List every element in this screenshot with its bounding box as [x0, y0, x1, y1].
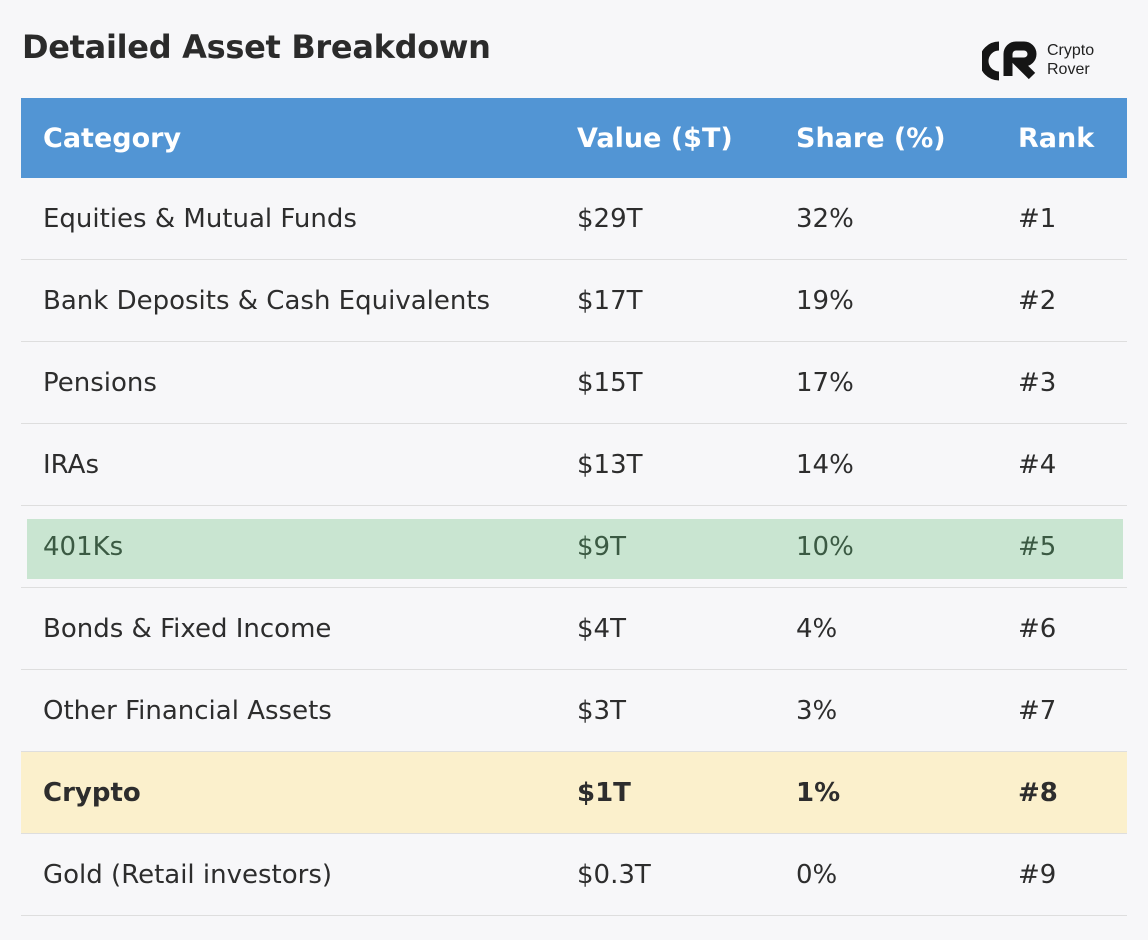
table-row: Pensions $15T 17% #3: [21, 342, 1127, 424]
row-category: Gold (Retail investors): [43, 859, 333, 890]
row-rank: #9: [1018, 859, 1057, 890]
row-rank: #4: [1018, 449, 1057, 480]
row-value: $15T: [577, 367, 643, 398]
row-rank: #6: [1018, 613, 1057, 644]
logo-text-line1: Crypto: [1047, 42, 1095, 59]
row-value: $3T: [577, 695, 626, 726]
row-share: 3%: [796, 695, 838, 726]
table-row: Equities & Mutual Funds $29T 32% #1: [21, 178, 1127, 260]
header-share: Share (%): [796, 122, 946, 154]
header-value: Value ($T): [577, 122, 733, 154]
table-row: Bank Deposits & Cash Equivalents $17T 19…: [21, 260, 1127, 342]
row-category: Other Financial Assets: [43, 695, 332, 726]
row-share: 0%: [796, 859, 838, 890]
row-rank: #3: [1018, 367, 1057, 398]
row-share: 17%: [796, 367, 854, 398]
row-share: 1%: [796, 777, 841, 808]
row-category: Bonds & Fixed Income: [43, 613, 332, 644]
row-value: $17T: [577, 285, 643, 316]
row-share: 19%: [796, 285, 854, 316]
row-category: Crypto: [43, 777, 141, 808]
row-rank: #1: [1018, 203, 1057, 234]
row-value: $13T: [577, 449, 643, 480]
table-header: Category Value ($T) Share (%) Rank: [21, 98, 1127, 178]
table-row: Bonds & Fixed Income $4T 4% #6: [21, 588, 1127, 670]
row-category: Bank Deposits & Cash Equivalents: [43, 285, 491, 316]
crypto-rover-logo: Crypto Rover: [982, 40, 1122, 82]
table-row: IRAs $13T 14% #4: [21, 424, 1127, 506]
asset-breakdown-table: Category Value ($T) Share (%) Rank Equit…: [21, 98, 1127, 916]
table-row: Other Financial Assets $3T 3% #7: [21, 670, 1127, 752]
table-row-highlighted-crypto: Crypto $1T 1% #8: [21, 752, 1127, 834]
crypto-rover-logo-icon: [982, 41, 1037, 81]
row-rank: #5: [1018, 531, 1057, 562]
row-rank: #7: [1018, 695, 1057, 726]
row-category: 401Ks: [43, 531, 124, 562]
logo-text-line2: Rover: [1047, 61, 1090, 78]
row-share: 4%: [796, 613, 838, 644]
row-category: IRAs: [43, 449, 100, 480]
row-value: $1T: [577, 777, 631, 808]
row-value: $9T: [577, 531, 626, 562]
row-value: $29T: [577, 203, 643, 234]
table-row: Gold (Retail investors) $0.3T 0% #9: [21, 834, 1127, 916]
row-rank: #8: [1018, 777, 1058, 808]
page-title: Detailed Asset Breakdown: [22, 28, 491, 66]
row-highlight: [27, 519, 1123, 579]
row-category: Equities & Mutual Funds: [43, 203, 357, 234]
table-row-highlighted-401ks: 401Ks $9T 10% #5: [21, 506, 1127, 588]
row-share: 32%: [796, 203, 854, 234]
row-value: $4T: [577, 613, 626, 644]
header-rank: Rank: [1018, 122, 1095, 154]
row-share: 10%: [796, 531, 854, 562]
row-category: Pensions: [43, 367, 157, 398]
row-value: $0.3T: [577, 859, 651, 890]
row-rank: #2: [1018, 285, 1057, 316]
header-category: Category: [43, 122, 182, 154]
row-share: 14%: [796, 449, 854, 480]
